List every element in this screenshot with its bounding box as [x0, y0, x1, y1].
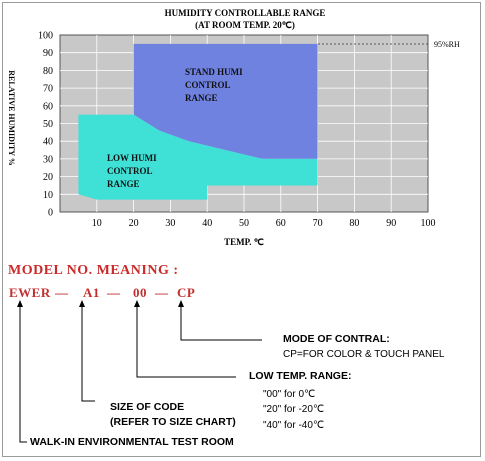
low-humidity-area: [78, 114, 318, 200]
stand-humidity-area: [133, 43, 318, 159]
x-tick-label: 70: [313, 218, 323, 229]
y-tick-label: 10: [43, 190, 53, 201]
x-tick-label: 30: [165, 218, 175, 229]
low-temp-option-40: "40" for -40℃: [263, 420, 325, 431]
code-a1: A1: [83, 285, 100, 300]
low-range-label: LOW HUMI CONTROL RANGE: [107, 153, 159, 189]
low-temp-option-00: "00" for 0℃: [263, 389, 316, 400]
x-tick-label: 80: [349, 218, 359, 229]
y-tick-label: 50: [43, 119, 53, 130]
code-dash-3: —: [155, 285, 169, 300]
y-tick-label: 80: [43, 66, 53, 77]
y-tick-label: 60: [43, 101, 53, 112]
range-areas: [78, 43, 318, 200]
y-tick-labels: 0 10 20 30 40 50 60 70 80 90 100: [38, 31, 53, 219]
x-tick-label: 60: [276, 218, 286, 229]
chart-title: HUMIDITY CONTROLLABLE RANGE: [165, 8, 326, 18]
y-tick-label: 70: [43, 84, 53, 95]
x-tick-labels: 10 20 30 40 50 60 70 80 90 100: [92, 218, 436, 229]
y-axis-label: RELATIVE HUMIDITY %: [7, 70, 16, 166]
figure-frame: [2, 2, 481, 457]
code-00: 00: [133, 285, 147, 300]
code-cp: CP: [177, 285, 196, 300]
y-tick-label: 100: [38, 31, 53, 42]
x-tick-label: 50: [239, 218, 249, 229]
size-title: SIZE OF CODE: [110, 401, 185, 413]
y-tick-label: 90: [43, 48, 53, 59]
mode-detail: CP=FOR COLOR & TOUCH PANEL: [283, 349, 445, 360]
code-dash-2: —: [107, 285, 121, 300]
y-tick-label: 20: [43, 172, 53, 183]
x-tick-label: 20: [129, 218, 139, 229]
low-temp-title: LOW TEMP. RANGE:: [249, 370, 352, 382]
humidity-range-chart: HUMIDITY CONTROLLABLE RANGE (AT ROOM TEM…: [7, 8, 460, 247]
x-tick-label: 10: [92, 218, 102, 229]
model-heading: MODEL NO. MEANING :: [8, 263, 179, 278]
chart-subtitle: (AT ROOM TEMP. 20℃): [195, 20, 295, 30]
x-tick-label: 90: [386, 218, 396, 229]
x-tick-label: 40: [202, 218, 212, 229]
x-axis-label: TEMP. ℃: [224, 237, 264, 247]
rh95-label: 95%RH: [434, 40, 460, 49]
low-temp-option-20: "20" for -20℃: [263, 404, 325, 415]
size-detail: (REFER TO SIZE CHART): [110, 416, 236, 428]
x-tick-label: 100: [421, 218, 436, 229]
y-tick-label: 40: [43, 137, 53, 148]
y-tick-label: 30: [43, 154, 53, 165]
code-ewer: EWER: [9, 285, 51, 300]
y-tick-label: 0: [48, 208, 53, 219]
code-dash-1: —: [55, 285, 69, 300]
walkin-label: WALK-IN ENVIRONMENTAL TEST ROOM: [30, 436, 234, 448]
mode-title: MODE OF CONTRAL:: [283, 333, 390, 345]
stand-range-label: STAND HUMI CONTROL RANGE: [185, 67, 245, 103]
